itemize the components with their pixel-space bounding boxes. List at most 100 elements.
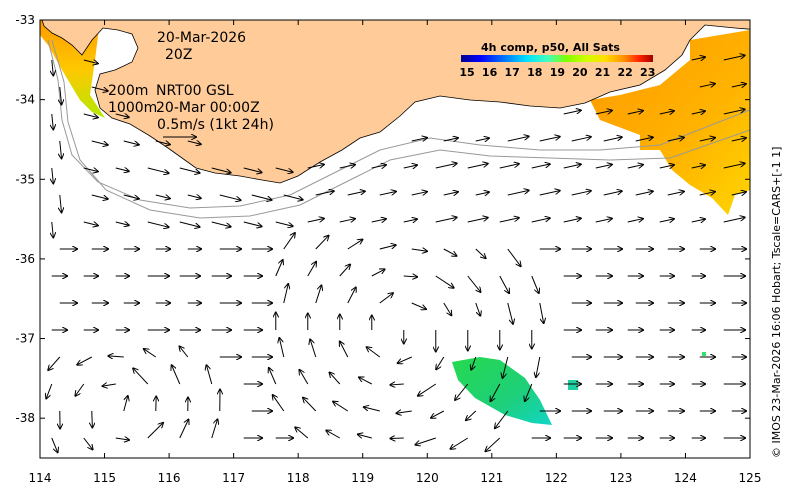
current-vector-arrow xyxy=(103,384,116,386)
current-vector-arrow xyxy=(667,137,684,142)
x-tick-label: 123 xyxy=(609,471,632,485)
current-vector-arrow xyxy=(275,167,293,172)
current-vector-arrow xyxy=(691,219,705,222)
current-vector-arrow xyxy=(536,356,541,377)
current-vector-arrow xyxy=(147,167,169,173)
current-vector-arrow xyxy=(295,427,309,439)
current-vector-arrow xyxy=(436,356,445,369)
current-vector-arrow xyxy=(115,438,129,440)
colorbar-ticks: 15 16 17 18 19 20 21 22 23 xyxy=(459,66,655,79)
current-vector-arrow xyxy=(211,419,218,439)
current-vector-arrow xyxy=(83,60,98,64)
current-vector-arrow xyxy=(371,219,386,222)
current-vector-arrow xyxy=(91,140,108,145)
y-tick-label: -33 xyxy=(15,13,35,27)
current-vector-arrow xyxy=(403,219,417,222)
current-vector-arrow xyxy=(418,383,437,396)
current-vector-arrow xyxy=(435,275,454,288)
colorbar-tick-label: 20 xyxy=(572,66,588,79)
current-vector-arrow xyxy=(329,373,341,385)
current-vector-arrow xyxy=(211,167,231,173)
current-vector-arrow xyxy=(315,236,329,250)
x-tick-label: 125 xyxy=(739,471,762,485)
current-vector-arrow xyxy=(699,192,715,195)
colorbar-tick-label: 17 xyxy=(505,66,520,79)
current-vector-arrow xyxy=(595,218,612,223)
current-vector-arrow xyxy=(525,383,533,401)
current-vector-arrow xyxy=(273,395,285,412)
current-vector-arrow xyxy=(571,137,591,142)
current-vector-arrow xyxy=(411,192,427,195)
current-vector-arrow xyxy=(83,437,93,449)
current-vector-arrow xyxy=(731,138,746,141)
x-tick-label: 122 xyxy=(545,471,568,485)
x-tick-label: 118 xyxy=(287,471,310,485)
colorbar: 4h comp, p50, All Sats 15 16 17 18 19 20 21 22 2… xyxy=(459,41,655,79)
current-vector-arrow xyxy=(115,222,129,225)
current-vector-arrow xyxy=(275,260,283,277)
current-vector-arrow xyxy=(52,167,54,183)
contour-200m-label: 200m xyxy=(108,83,148,99)
current-vector-arrow xyxy=(435,217,457,223)
current-vector-arrow xyxy=(635,191,653,196)
current-vector-arrow xyxy=(307,218,324,223)
current-vector-arrow xyxy=(475,192,489,195)
current-vector-arrow xyxy=(75,383,85,396)
current-vector-arrow xyxy=(179,419,189,439)
current-vector-arrow xyxy=(52,221,54,237)
current-vector-arrow xyxy=(367,347,381,358)
current-vector-arrow xyxy=(179,167,200,173)
current-vector-arrow xyxy=(411,302,426,309)
current-vector-arrow xyxy=(467,164,488,169)
current-vector-arrow xyxy=(133,368,149,385)
x-tick-label: 124 xyxy=(674,471,697,485)
current-vector-arrow xyxy=(443,302,452,315)
sst-speck xyxy=(702,352,706,356)
current-vector-arrow xyxy=(48,356,61,370)
current-vector-arrow xyxy=(503,356,509,378)
current-vector-arrow xyxy=(187,141,201,144)
current-vector-arrow xyxy=(243,221,262,226)
current-vector-arrow xyxy=(52,59,54,75)
colorbar-tick-label: 19 xyxy=(550,66,565,79)
current-vector-arrow xyxy=(531,275,539,293)
current-vector-arrow xyxy=(251,194,272,200)
current-vector-arrow xyxy=(347,240,363,250)
current-vector-arrow xyxy=(326,430,341,439)
current-vector-arrow xyxy=(403,165,417,168)
current-vector-arrow xyxy=(723,109,745,115)
current-vector-arrow xyxy=(92,410,93,427)
current-vector-arrow xyxy=(415,437,436,445)
current-vector-arrow xyxy=(699,84,715,87)
current-vector-arrow xyxy=(307,262,316,277)
current-vector-arrow xyxy=(499,218,519,223)
current-vector-arrow xyxy=(571,191,591,196)
current-vector-arrow xyxy=(667,191,684,196)
current-vector-arrow xyxy=(635,137,653,142)
current-vector-arrow xyxy=(144,349,157,358)
x-tick-label: 117 xyxy=(222,471,245,485)
current-vector-arrow xyxy=(310,339,317,358)
y-tick-label: -34 xyxy=(15,93,35,107)
current-vector-arrow xyxy=(279,338,285,358)
x-tick-label: 121 xyxy=(480,471,503,485)
current-vector-arrow xyxy=(243,167,262,172)
current-vector-arrow xyxy=(499,275,509,293)
credit-text: © IMOS 23-Mar-2026 16:06 Hobart; Tscale=… xyxy=(770,147,783,458)
current-vector-arrow xyxy=(179,346,189,358)
current-vector-arrow xyxy=(699,138,715,141)
current-vector-arrow xyxy=(315,285,322,304)
current-vector-arrow xyxy=(364,407,380,412)
date-label: 20-Mar-2026 xyxy=(157,30,246,46)
colorbar-tick-label: 22 xyxy=(617,66,632,79)
current-vector-arrow xyxy=(450,437,469,449)
current-vector-arrow xyxy=(627,219,643,222)
current-vector-arrow xyxy=(691,57,705,60)
current-vector-arrow xyxy=(60,86,62,104)
y-tick-label: -38 xyxy=(15,411,35,425)
current-vector-arrow xyxy=(333,402,349,412)
map-frame xyxy=(39,19,751,459)
colorbar-title: 4h comp, p50, All Sats xyxy=(481,41,620,54)
current-vector-arrow xyxy=(595,110,612,115)
current-vector-arrow xyxy=(539,137,560,142)
